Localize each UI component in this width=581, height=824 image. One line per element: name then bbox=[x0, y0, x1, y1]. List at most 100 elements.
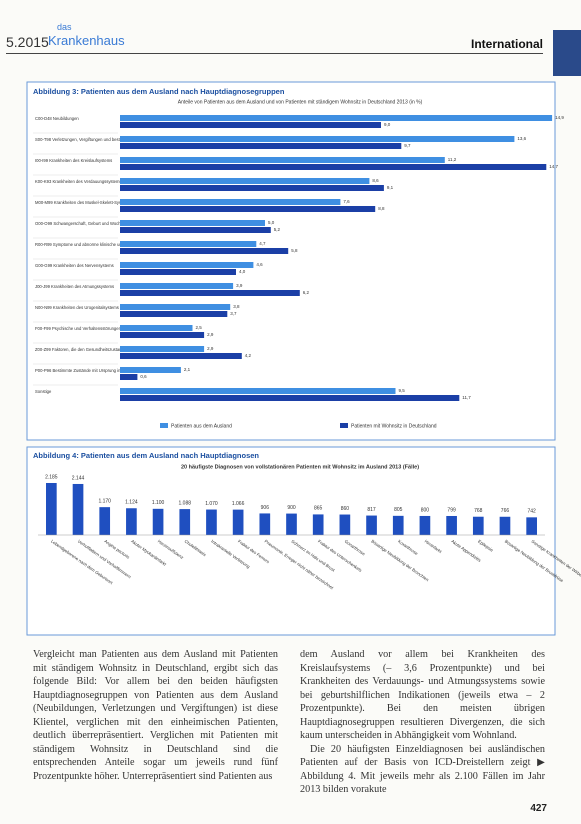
figure-subtitle: 20 häufigste Diagnosen von vollstationär… bbox=[181, 464, 419, 470]
value-label: 3,9 bbox=[236, 283, 243, 288]
value-label: 2.185 bbox=[45, 474, 58, 480]
value-label: 800 bbox=[421, 507, 430, 513]
bar bbox=[120, 241, 257, 247]
category-label: K00-K93 Krankheiten des Verdauungssystem… bbox=[35, 179, 122, 184]
bar bbox=[120, 353, 242, 359]
legend-label: Patienten aus dem Ausland bbox=[171, 423, 232, 429]
category-label: G00-G99 Krankheiten des Nervensystems bbox=[35, 263, 114, 268]
category-label: F00-F99 Psychische und Verhaltensstörung… bbox=[35, 326, 122, 331]
bar bbox=[259, 513, 271, 535]
value-label: 3,8 bbox=[233, 304, 240, 309]
legend-label: Patienten mit Wohnsitz in Deutschland bbox=[351, 423, 437, 429]
bar bbox=[120, 164, 547, 170]
bar bbox=[120, 206, 376, 212]
bar bbox=[120, 346, 205, 352]
value-label: 5,0 bbox=[268, 220, 275, 225]
value-label: 1.088 bbox=[179, 500, 192, 506]
bar bbox=[120, 262, 254, 268]
value-label: 14,9 bbox=[555, 115, 564, 120]
category-label: P00-P96 Bestimmte Zustände mit Ursprung … bbox=[35, 368, 160, 373]
header-rule bbox=[6, 53, 543, 54]
bar bbox=[120, 157, 445, 163]
figure-frame bbox=[26, 446, 556, 636]
value-label: 7,6 bbox=[343, 199, 350, 204]
category-label: O00-O99 Schwangerschaft, Geburt und Woch… bbox=[35, 221, 133, 226]
value-label: 5,2 bbox=[274, 227, 281, 232]
bar bbox=[120, 178, 370, 184]
bar bbox=[120, 115, 553, 121]
bar bbox=[366, 515, 377, 535]
value-label: 1.170 bbox=[98, 498, 111, 504]
legend-swatch bbox=[340, 423, 348, 428]
bar bbox=[120, 143, 402, 149]
logo: Krankenhaus bbox=[48, 33, 125, 48]
value-label: 2,9 bbox=[207, 332, 214, 337]
value-label: 8,6 bbox=[372, 178, 379, 183]
value-label: 2,5 bbox=[196, 325, 203, 330]
legend-swatch bbox=[160, 423, 168, 428]
figures: Abbildung 3: Patienten aus dem Ausland n… bbox=[26, 81, 581, 636]
value-label: 865 bbox=[314, 506, 323, 512]
logo-top: das bbox=[57, 22, 72, 32]
section: International bbox=[470, 37, 543, 51]
bar bbox=[472, 516, 484, 535]
value-label: 906 bbox=[261, 505, 270, 511]
category-label: Z00-Z99 Faktoren, die den Gesundheitszus… bbox=[35, 347, 149, 352]
value-label: 11,7 bbox=[462, 395, 471, 400]
bar bbox=[46, 482, 57, 535]
value-label: 766 bbox=[501, 508, 510, 514]
category-label: M00-M99 Krankheiten des Muskel-Skelett-S… bbox=[35, 200, 175, 205]
bar bbox=[120, 395, 460, 401]
bar bbox=[120, 311, 228, 317]
value-label: 799 bbox=[447, 507, 456, 513]
value-label: 0,6 bbox=[140, 374, 147, 379]
paragraph: Vergleicht man Patienten aus dem Ausland… bbox=[33, 649, 278, 782]
bar bbox=[99, 507, 111, 535]
bar bbox=[392, 515, 404, 535]
value-label: 805 bbox=[394, 507, 403, 513]
bar bbox=[120, 248, 289, 254]
figure-subtitle: Anteile von Patienten aus dem Ausland un… bbox=[178, 99, 423, 105]
bar bbox=[206, 509, 217, 535]
bar bbox=[120, 388, 396, 394]
category-label: C00-D48 Neubildungen bbox=[35, 116, 79, 121]
value-label: 3,7 bbox=[230, 311, 237, 316]
text-column: dem Ausland vor allem bei Krankheiten de… bbox=[300, 648, 545, 797]
bar bbox=[120, 227, 271, 233]
bar bbox=[126, 508, 137, 535]
bar bbox=[286, 513, 297, 535]
bar bbox=[72, 483, 84, 535]
value-label: 742 bbox=[527, 509, 536, 515]
value-label: 6,2 bbox=[303, 290, 310, 295]
value-label: 2,1 bbox=[184, 367, 191, 372]
value-label: 4,2 bbox=[245, 353, 252, 358]
bar bbox=[120, 332, 205, 338]
value-label: 11,2 bbox=[448, 157, 457, 162]
page-number: 427 bbox=[530, 803, 547, 814]
bar bbox=[152, 508, 164, 535]
bar bbox=[120, 374, 138, 380]
category-label: I00-I99 Krankheiten des Kreislaufsystems bbox=[35, 158, 112, 163]
bar bbox=[120, 283, 234, 289]
category-label: J00-J99 Krankheiten des Atmungssystems bbox=[35, 284, 114, 289]
bar bbox=[120, 304, 231, 310]
figure-frame bbox=[26, 81, 556, 441]
value-label: 9,5 bbox=[399, 388, 406, 393]
value-label: 4,6 bbox=[256, 262, 263, 267]
value-label: 900 bbox=[287, 505, 296, 511]
paragraph: Die 20 häufigsten Einzeldiagnosen bei au… bbox=[300, 743, 545, 796]
value-label: 860 bbox=[341, 506, 350, 512]
bar bbox=[179, 509, 191, 535]
value-label: 2.144 bbox=[72, 475, 85, 481]
value-label: 1.124 bbox=[125, 500, 138, 506]
value-label: 4,0 bbox=[239, 269, 246, 274]
value-label: 14,7 bbox=[549, 164, 558, 169]
value-label: 9,0 bbox=[384, 122, 391, 127]
value-label: 9,1 bbox=[387, 185, 394, 190]
bar bbox=[120, 367, 181, 373]
value-label: 2,9 bbox=[207, 346, 214, 351]
category-label: Sonstige bbox=[35, 389, 52, 394]
category-label: R00-R99 Symptome und abnorme klinische u… bbox=[35, 242, 152, 247]
bar bbox=[120, 185, 384, 191]
